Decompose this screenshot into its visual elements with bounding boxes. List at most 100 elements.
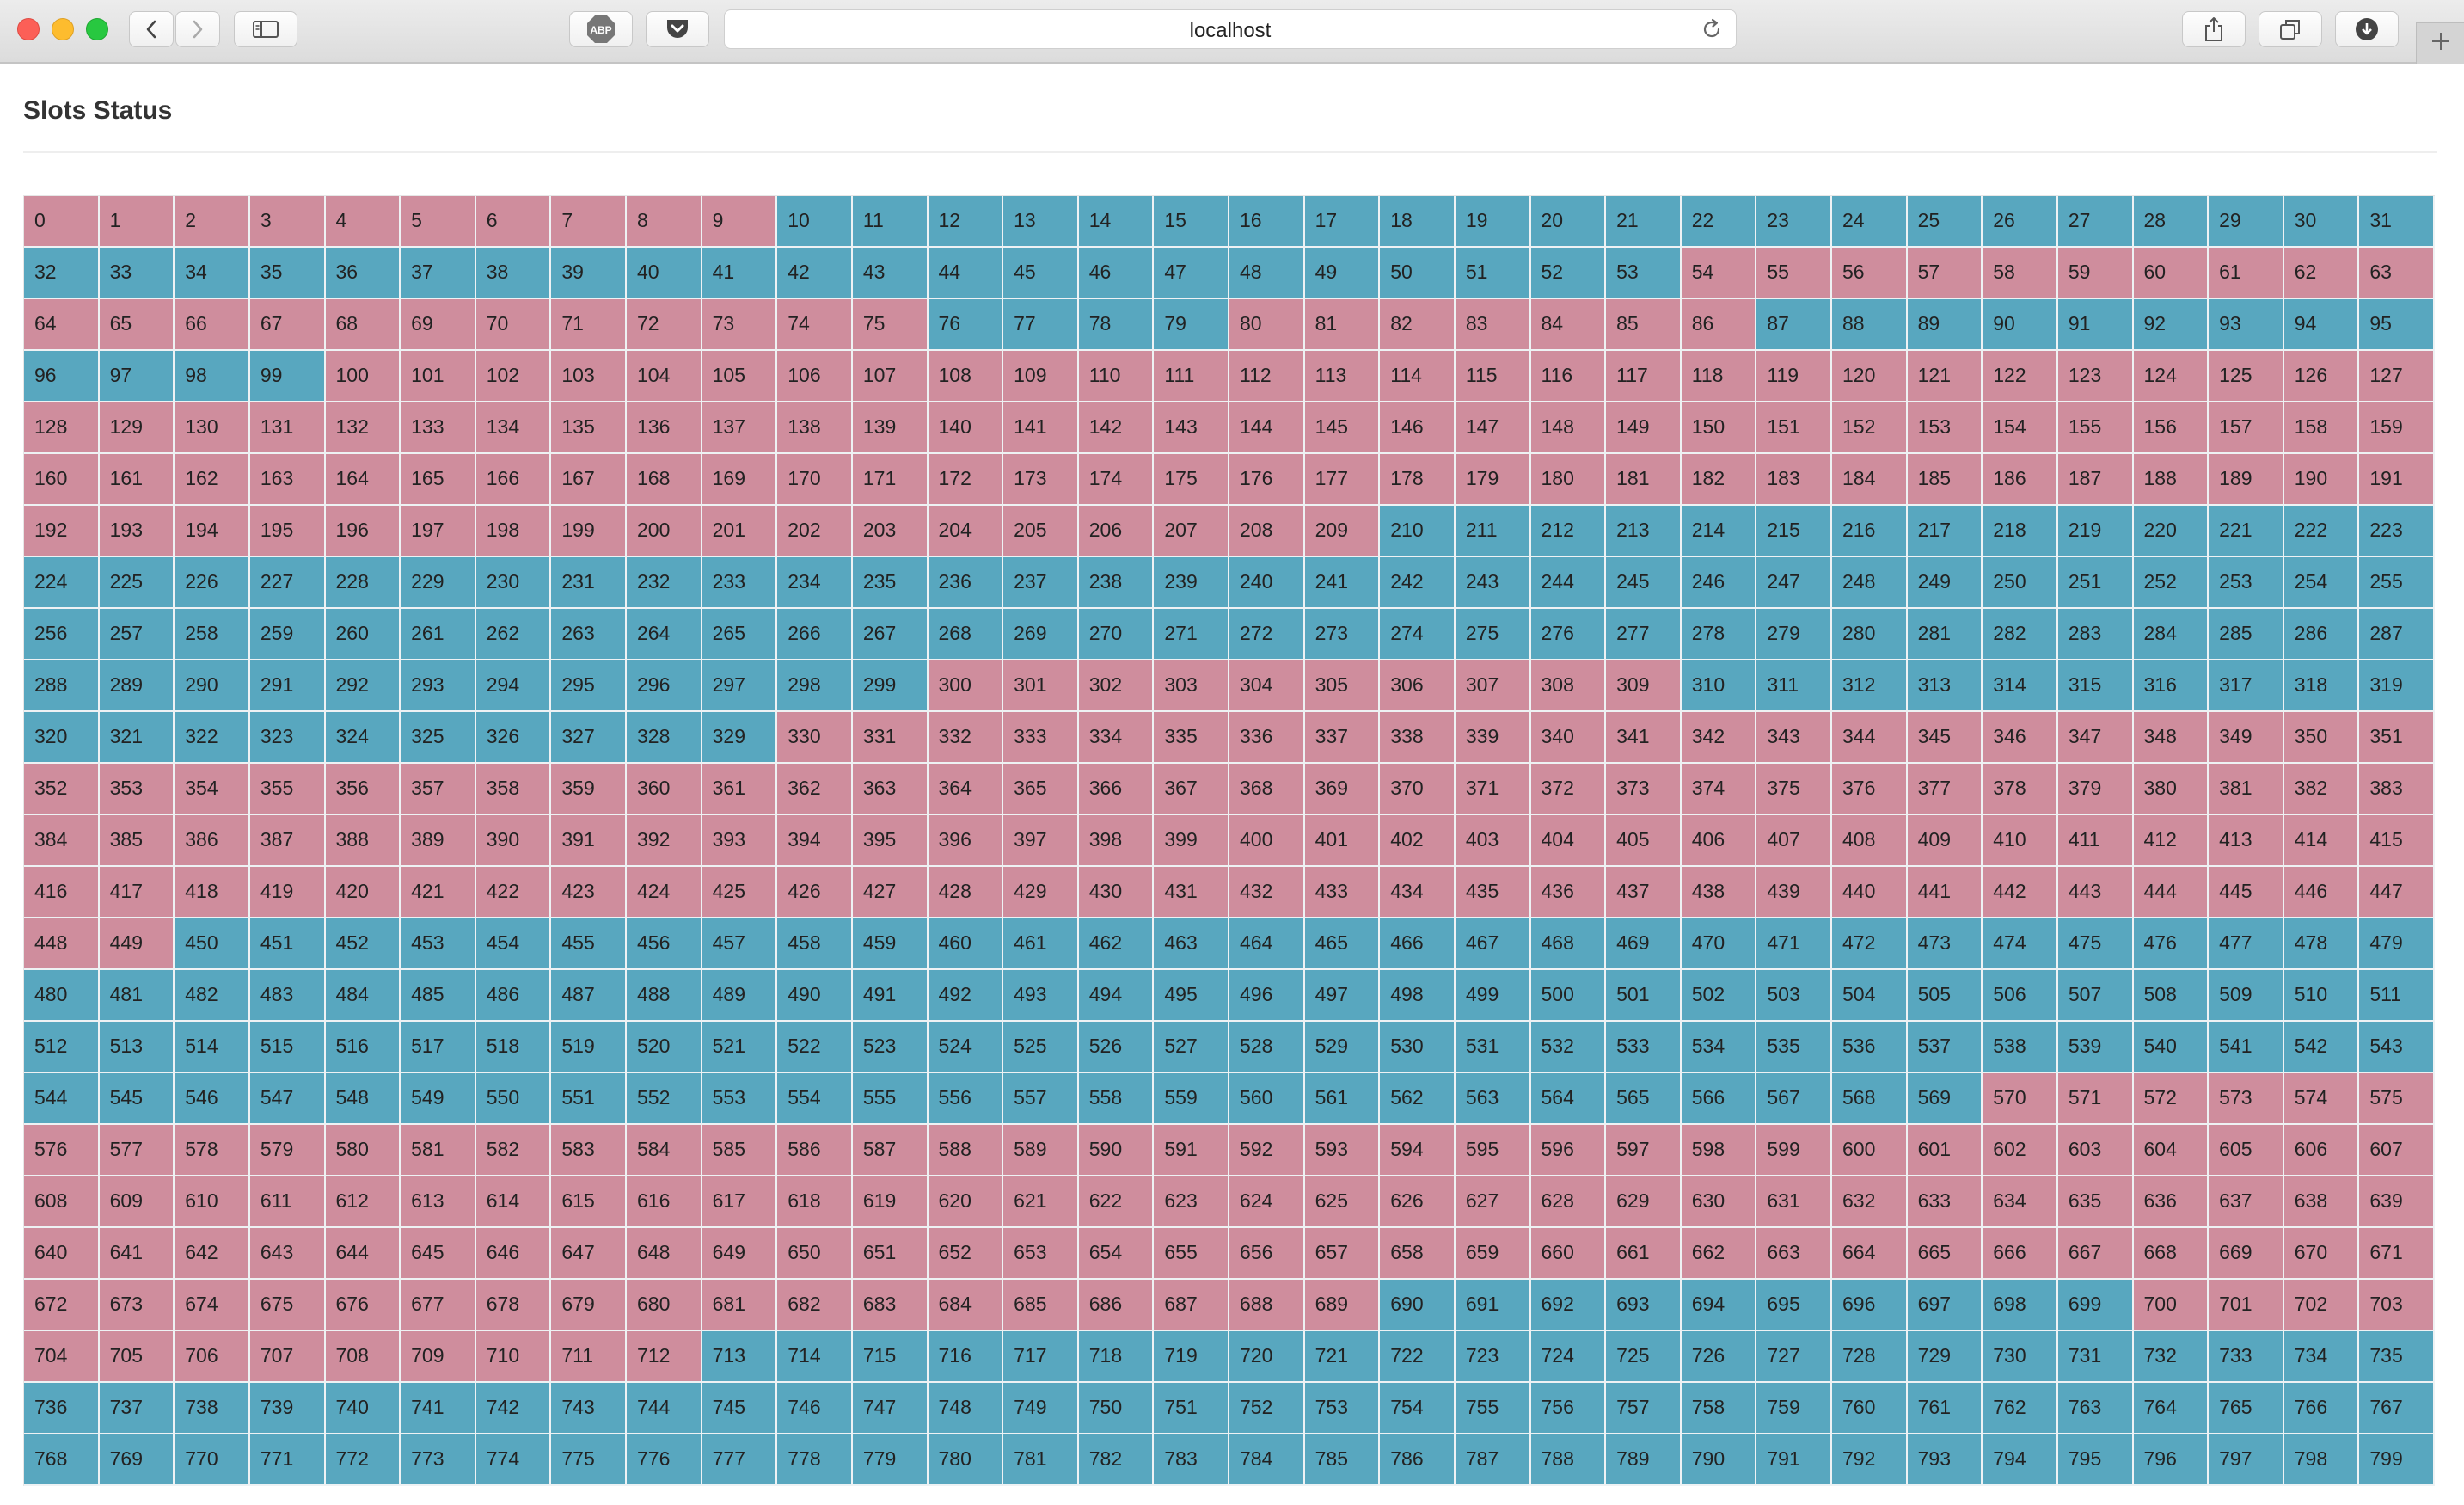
slot-cell: 38 (475, 248, 552, 299)
slot-cell: 676 (325, 1280, 401, 1331)
slot-cell: 622 (1078, 1176, 1155, 1228)
slot-cell: 777 (702, 1434, 778, 1486)
slot-cell: 0 (24, 196, 100, 248)
slot-cell: 709 (401, 1331, 476, 1383)
slot-cell: 8 (627, 196, 702, 248)
slot-cell: 178 (1380, 454, 1456, 506)
slot-cell: 480 (24, 970, 100, 1022)
slot-cell: 101 (401, 351, 476, 402)
slot-cell: 685 (1003, 1280, 1079, 1331)
slot-cell: 627 (1455, 1176, 1531, 1228)
slot-cell: 162 (175, 454, 250, 506)
slot-cell: 349 (2209, 712, 2284, 764)
slot-cell: 85 (1606, 299, 1682, 351)
slot-cell: 464 (1229, 918, 1305, 970)
slot-cell: 556 (928, 1073, 1004, 1125)
slot-cell: 320 (24, 712, 100, 764)
back-button[interactable] (129, 11, 174, 47)
slot-cell: 130 (175, 402, 250, 454)
slot-cell: 666 (1983, 1228, 2058, 1280)
slot-cell: 210 (1380, 506, 1456, 557)
slot-cell: 647 (551, 1228, 627, 1280)
slot-cell: 390 (475, 815, 552, 867)
slot-cell: 484 (325, 970, 401, 1022)
slot-cell: 134 (475, 402, 552, 454)
slot-cell: 157 (2209, 402, 2284, 454)
share-button[interactable] (2182, 11, 2246, 47)
slot-cell: 502 (1681, 970, 1757, 1022)
slot-cell: 253 (2209, 557, 2284, 609)
slot-cell: 50 (1380, 248, 1456, 299)
slot-cell: 618 (777, 1176, 853, 1228)
slot-cell: 98 (175, 351, 250, 402)
slot-cell: 708 (325, 1331, 401, 1383)
sidebar-toggle-button[interactable] (234, 11, 297, 47)
slot-cell: 626 (1380, 1176, 1456, 1228)
slot-cell: 668 (2133, 1228, 2210, 1280)
slot-cell: 378 (1983, 764, 2058, 815)
slot-cell: 32 (24, 248, 100, 299)
slot-cell: 592 (1229, 1125, 1305, 1176)
slot-cell: 173 (1003, 454, 1079, 506)
slot-cell: 755 (1455, 1383, 1531, 1434)
slot-cell: 797 (2209, 1434, 2284, 1486)
slot-cell: 672 (24, 1280, 100, 1331)
pocket-button[interactable] (646, 11, 709, 47)
slot-cell: 598 (1681, 1125, 1757, 1176)
slot-cell: 190 (2283, 454, 2360, 506)
slot-cell: 589 (1003, 1125, 1079, 1176)
slot-cell: 436 (1530, 867, 1607, 918)
slot-cell: 322 (175, 712, 250, 764)
slot-cell: 340 (1530, 712, 1607, 764)
slot-cell: 374 (1681, 764, 1757, 815)
forward-button[interactable] (175, 11, 220, 47)
slot-cell: 416 (24, 867, 100, 918)
slot-cell: 82 (1380, 299, 1456, 351)
slot-cell: 474 (1983, 918, 2058, 970)
slot-cell: 27 (2057, 196, 2134, 248)
slot-cell: 302 (1078, 660, 1155, 712)
slot-cell: 384 (24, 815, 100, 867)
minimize-window-button[interactable] (52, 18, 74, 40)
zoom-window-button[interactable] (86, 18, 108, 40)
slot-cell: 109 (1003, 351, 1079, 402)
slot-cell: 174 (1078, 454, 1155, 506)
slot-cell: 757 (1606, 1383, 1682, 1434)
slot-cell: 137 (702, 402, 778, 454)
slot-cell: 528 (1229, 1022, 1305, 1073)
slot-cell: 172 (928, 454, 1004, 506)
slot-cell: 70 (475, 299, 552, 351)
slot-cell: 656 (1229, 1228, 1305, 1280)
show-tabs-button[interactable] (2259, 11, 2322, 47)
address-bar[interactable]: localhost (724, 9, 1737, 49)
new-tab-button[interactable] (2416, 22, 2464, 64)
slot-cell: 33 (99, 248, 175, 299)
slot-cell: 438 (1681, 867, 1757, 918)
slot-cell: 275 (1455, 609, 1531, 660)
slot-cell: 577 (99, 1125, 175, 1176)
slot-cell: 326 (475, 712, 552, 764)
slot-cell: 11 (852, 196, 929, 248)
slot-cell: 624 (1229, 1176, 1305, 1228)
slot-cell: 452 (325, 918, 401, 970)
slot-cell: 766 (2283, 1383, 2360, 1434)
slot-cell: 37 (401, 248, 476, 299)
slot-cell: 476 (2133, 918, 2210, 970)
reload-icon[interactable] (1700, 17, 1724, 46)
slot-cell: 507 (2057, 970, 2134, 1022)
close-window-button[interactable] (17, 18, 40, 40)
slot-cell: 409 (1907, 815, 1983, 867)
slot-cell: 179 (1455, 454, 1531, 506)
slot-cell: 714 (777, 1331, 853, 1383)
slot-cell: 292 (325, 660, 401, 712)
adblock-button[interactable]: ABP (569, 11, 633, 47)
downloads-button[interactable] (2335, 11, 2399, 47)
slot-cell: 637 (2209, 1176, 2284, 1228)
slot-cell: 461 (1003, 918, 1079, 970)
slot-cell: 366 (1078, 764, 1155, 815)
slot-cell: 451 (249, 918, 326, 970)
slot-cell: 634 (1983, 1176, 2058, 1228)
slot-cell: 272 (1229, 609, 1305, 660)
slot-cell: 271 (1154, 609, 1229, 660)
slot-cell: 42 (777, 248, 853, 299)
